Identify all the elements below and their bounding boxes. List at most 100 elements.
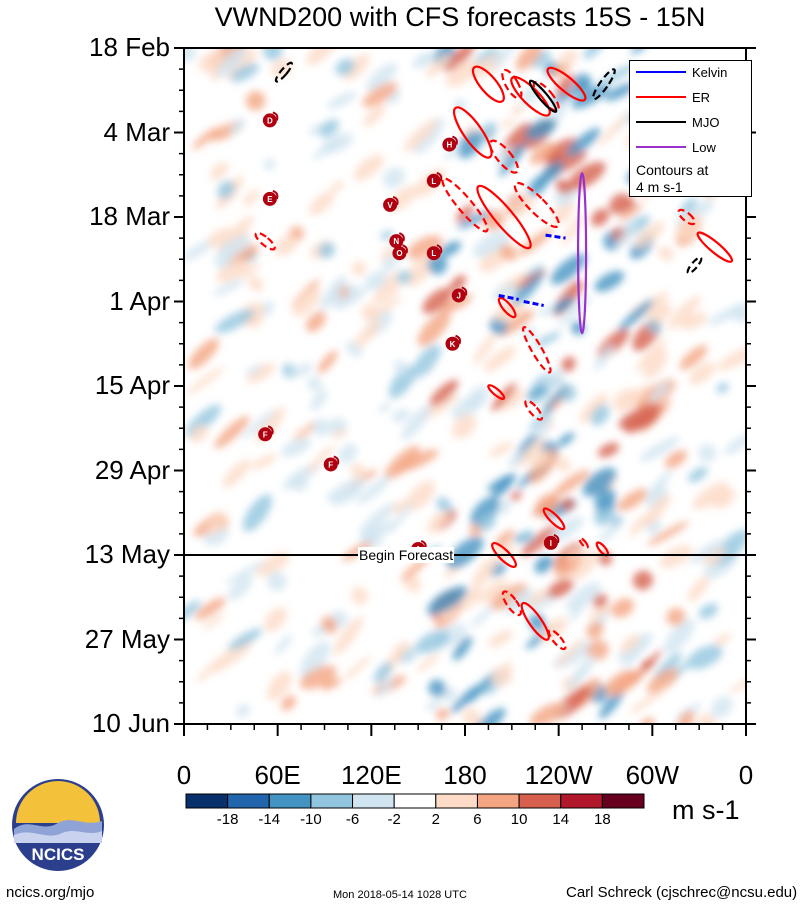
wave-contour xyxy=(520,601,550,641)
anomaly-patch xyxy=(333,616,364,656)
anomaly-patch xyxy=(245,90,266,111)
anomaly-patch xyxy=(310,389,328,411)
anomaly-patch xyxy=(557,295,593,328)
anomaly-patch xyxy=(590,208,610,227)
wave-contour xyxy=(471,65,505,103)
anomaly-patch xyxy=(333,428,348,439)
anomaly-patch xyxy=(319,119,340,138)
anomaly-patch xyxy=(609,193,632,215)
storm-label: F xyxy=(328,460,333,469)
wave-contour xyxy=(452,106,493,159)
x-tick-label: 0 xyxy=(176,760,192,790)
anomaly-patch xyxy=(499,243,517,261)
anomaly-patch xyxy=(343,53,370,81)
anomaly-patch xyxy=(724,433,746,455)
anomaly-patch xyxy=(589,604,613,620)
footer-timestamp: Mon 2018-05-14 1028 UTC xyxy=(333,889,467,901)
anomaly-patch xyxy=(326,477,368,502)
anomaly-patch xyxy=(360,521,395,543)
storm-marker: I xyxy=(543,533,560,550)
x-tick-label: 60W xyxy=(625,760,680,790)
anomaly-patch xyxy=(451,394,483,420)
anomaly-patch xyxy=(216,48,247,78)
wave-contour xyxy=(524,399,544,421)
anomaly-patch xyxy=(427,510,450,534)
anomaly-patch xyxy=(586,621,604,640)
anomaly-patch xyxy=(467,669,498,704)
colorbar-swatch xyxy=(310,793,354,809)
anomaly-patch xyxy=(216,259,249,283)
anomaly-patch xyxy=(470,496,500,526)
anomaly-patch xyxy=(263,158,276,171)
chart-title: VWND200 with CFS forecasts 15S - 15N xyxy=(214,2,706,32)
wave-contour xyxy=(513,181,560,228)
anomaly-patch xyxy=(625,199,636,210)
wave-contour xyxy=(686,256,703,275)
anomaly-patch xyxy=(378,402,392,413)
anomaly-patch xyxy=(267,571,287,592)
anomaly-patch xyxy=(321,677,342,691)
anomaly-patch xyxy=(363,104,386,127)
anomaly-patch xyxy=(443,144,461,161)
wave-contours xyxy=(254,61,734,651)
legend-note-line2: 4 m s-1 xyxy=(636,179,683,195)
anomaly-patch xyxy=(634,337,667,372)
anomaly-patch xyxy=(319,275,347,311)
anomaly-patch xyxy=(250,454,277,470)
anomaly-patch xyxy=(565,582,602,612)
anomaly-patch xyxy=(435,708,449,721)
anomaly-patch xyxy=(334,287,367,310)
anomaly-patch xyxy=(342,655,372,681)
y-tick-label: 1 Apr xyxy=(109,285,170,316)
legend-kelvin: Kelvin xyxy=(692,64,728,80)
anomaly-patch xyxy=(354,319,382,348)
anomaly-patch xyxy=(686,644,723,670)
anomaly-patch xyxy=(210,161,229,180)
anomaly-patch xyxy=(629,513,648,537)
anomaly-patch xyxy=(491,48,517,69)
anomaly-patch xyxy=(362,82,398,108)
anomaly-patch xyxy=(307,376,322,392)
legend-low: Low xyxy=(692,139,716,155)
x-tick-label: 180 xyxy=(443,760,487,790)
wave-contour xyxy=(522,326,552,374)
anomaly-patch xyxy=(529,448,558,484)
anomaly-patch xyxy=(552,469,590,497)
anomaly-patch xyxy=(404,574,422,593)
colorbar-swatch xyxy=(518,793,562,809)
anomaly-patch xyxy=(499,309,535,337)
anomaly-patch xyxy=(184,239,215,261)
anomaly-patch xyxy=(366,63,398,92)
anomaly-patch xyxy=(189,425,208,443)
anomaly-patch xyxy=(248,275,264,292)
legend-mjo-swatch xyxy=(636,121,686,123)
anomaly-patch xyxy=(380,244,396,262)
wave-contour xyxy=(528,79,558,113)
storm-label: J xyxy=(457,291,461,300)
anomaly-patch xyxy=(534,331,561,348)
anomaly-patch xyxy=(666,607,686,626)
anomaly-patch xyxy=(230,117,246,135)
kelvin-contour xyxy=(498,293,520,301)
anomaly-patch xyxy=(449,274,466,293)
wave-contour xyxy=(546,66,587,102)
anomaly-patch xyxy=(555,179,571,195)
anomaly-patch xyxy=(692,481,729,510)
storm-marker: O xyxy=(392,244,408,261)
anomaly-patch xyxy=(698,444,717,463)
anomaly-patch xyxy=(643,349,668,379)
anomaly-patch xyxy=(520,81,545,106)
anomaly-patch xyxy=(667,295,701,330)
anomaly-patch xyxy=(647,469,673,499)
anomaly-patch xyxy=(594,488,616,509)
colorbar-swatch xyxy=(185,793,229,809)
anomaly-patch xyxy=(228,628,263,651)
colorbar-units: m s-1 xyxy=(672,795,740,825)
anomaly-patch xyxy=(364,296,403,321)
anomaly-patch xyxy=(417,310,451,347)
legend-mjo: MJO xyxy=(692,114,720,130)
wave-contour xyxy=(476,184,532,250)
anomaly-patch xyxy=(521,530,535,544)
anomaly-patch xyxy=(312,137,343,160)
storm-marker: F xyxy=(258,425,274,442)
